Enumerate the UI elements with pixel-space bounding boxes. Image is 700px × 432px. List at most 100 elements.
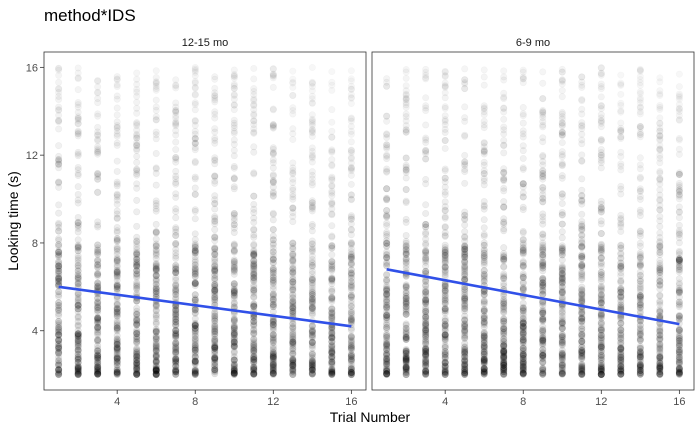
data-point [133, 98, 141, 106]
data-point [133, 365, 141, 373]
data-point [211, 179, 219, 187]
data-point [94, 370, 102, 378]
data-point [94, 354, 102, 362]
data-point [94, 342, 102, 350]
data-point [191, 90, 199, 98]
data-point [519, 250, 527, 258]
data-point [113, 301, 121, 309]
data-point [113, 344, 121, 352]
data-point [500, 184, 508, 192]
data-point [94, 363, 102, 371]
plot-title: method*IDS [44, 6, 136, 25]
data-point [94, 83, 101, 91]
data-point [74, 301, 82, 309]
data-point [55, 365, 63, 373]
data-point [152, 275, 160, 283]
data-point [113, 321, 121, 329]
data-point [347, 147, 355, 155]
data-point [422, 148, 430, 156]
data-point [133, 326, 141, 334]
data-point [656, 175, 664, 183]
data-point [113, 214, 121, 222]
data-point [55, 161, 63, 169]
data-point [133, 167, 141, 175]
data-point [558, 251, 566, 259]
data-point [152, 242, 160, 250]
data-point [55, 331, 63, 339]
data-point [55, 248, 63, 256]
data-point [94, 351, 102, 359]
y-axis-title: Looking time (s) [5, 171, 21, 271]
data-point [113, 299, 121, 307]
panel-background [372, 52, 694, 390]
data-point [113, 308, 121, 316]
data-point [559, 66, 566, 73]
data-point [539, 80, 546, 87]
data-point [113, 281, 121, 289]
data-point [113, 245, 121, 253]
data-point [172, 370, 180, 378]
data-point [113, 272, 121, 280]
data-point [191, 184, 199, 192]
data-point [74, 294, 82, 302]
data-point [383, 242, 391, 250]
data-point [113, 322, 121, 330]
data-point [55, 288, 63, 296]
data-point [74, 224, 82, 232]
data-point [74, 364, 82, 372]
data-point [55, 369, 63, 377]
data-point [113, 127, 121, 135]
data-point [230, 210, 238, 218]
data-point [94, 370, 102, 378]
data-point [133, 81, 140, 88]
data-point [94, 131, 102, 139]
data-point [191, 127, 199, 135]
data-point [94, 147, 102, 155]
data-point [328, 295, 336, 303]
data-point [74, 264, 82, 272]
data-point [402, 82, 410, 89]
data-point [402, 371, 410, 379]
data-point [133, 321, 141, 329]
data-point [500, 253, 508, 261]
data-point [230, 270, 238, 278]
data-point [636, 175, 644, 183]
data-point [519, 193, 527, 201]
data-point [55, 288, 63, 296]
data-point [211, 160, 219, 168]
data-point [637, 67, 643, 73]
data-point [250, 352, 258, 360]
data-point [290, 84, 296, 90]
data-point [133, 171, 141, 179]
data-point [230, 163, 238, 171]
data-point [55, 331, 63, 339]
data-point [250, 226, 258, 234]
data-point [55, 118, 63, 126]
data-point [55, 152, 63, 160]
data-point [55, 79, 62, 86]
data-point [539, 317, 547, 325]
data-point [113, 254, 121, 262]
data-point [74, 330, 82, 338]
data-point [539, 151, 547, 159]
data-point [94, 370, 102, 378]
data-point [133, 134, 141, 142]
data-point [480, 232, 488, 240]
data-point [94, 270, 102, 278]
data-point [230, 286, 238, 294]
data-point [133, 250, 141, 258]
data-point [113, 210, 121, 218]
data-point [636, 328, 644, 336]
data-point [133, 142, 141, 150]
data-point [133, 307, 141, 315]
data-point [597, 247, 605, 255]
data-point [230, 224, 238, 232]
data-point [74, 335, 82, 343]
data-point [113, 207, 121, 215]
data-point [441, 72, 449, 79]
data-point [94, 367, 102, 375]
data-point [422, 209, 430, 217]
data-point [617, 227, 625, 235]
data-point [74, 305, 82, 313]
data-point [94, 369, 102, 377]
